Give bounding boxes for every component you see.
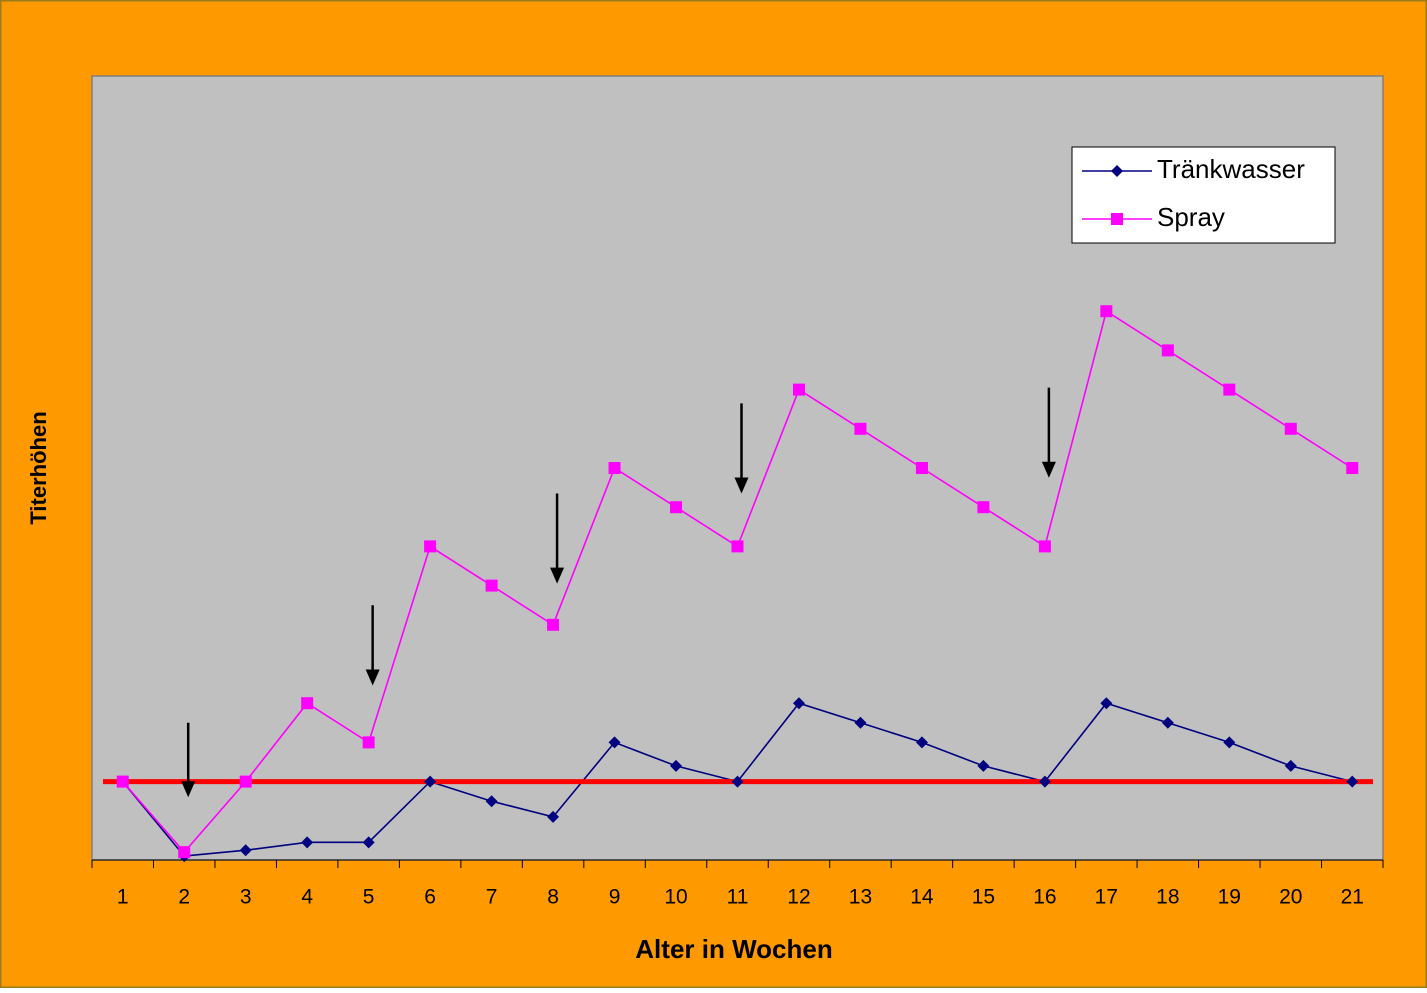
x-tick-label: 5 bbox=[363, 886, 375, 909]
point bbox=[1038, 540, 1051, 553]
point bbox=[977, 759, 990, 772]
point bbox=[1284, 422, 1297, 435]
point bbox=[854, 716, 867, 729]
point bbox=[362, 736, 375, 749]
point bbox=[1038, 775, 1051, 788]
x-axis-label: Alter in Wochen bbox=[635, 934, 832, 964]
point bbox=[547, 810, 560, 823]
point bbox=[547, 618, 560, 631]
x-tick-label: 18 bbox=[1156, 886, 1179, 909]
point bbox=[301, 697, 314, 710]
legend-marker bbox=[1111, 165, 1123, 177]
point bbox=[424, 775, 437, 788]
x-tick-label: 12 bbox=[787, 886, 810, 909]
x-tick-label: 15 bbox=[972, 886, 995, 909]
point bbox=[670, 501, 683, 514]
x-tick-label: 9 bbox=[609, 886, 621, 909]
point bbox=[731, 540, 744, 553]
point bbox=[239, 775, 252, 788]
point bbox=[792, 697, 805, 710]
point bbox=[670, 759, 683, 772]
point bbox=[608, 736, 621, 749]
x-tick-label: 1 bbox=[117, 886, 129, 909]
point bbox=[608, 462, 621, 474]
x-tick-label: 6 bbox=[424, 886, 436, 909]
legend-label: Tränkwasser bbox=[1157, 154, 1305, 184]
legend-box bbox=[1071, 146, 1336, 244]
x-tick-label: 14 bbox=[910, 886, 934, 909]
point bbox=[1346, 462, 1359, 474]
arrow-head bbox=[365, 669, 380, 686]
x-tick-label: 7 bbox=[486, 886, 498, 909]
x-tick-label: 19 bbox=[1218, 886, 1241, 909]
point bbox=[1161, 716, 1174, 729]
y-axis-label: Titerhöhen bbox=[26, 411, 51, 524]
point bbox=[178, 846, 191, 859]
arrow-head bbox=[734, 477, 749, 494]
x-tick-label: 11 bbox=[727, 886, 749, 909]
x-tick-label: 20 bbox=[1279, 886, 1302, 909]
x-tick-label: 2 bbox=[178, 886, 190, 909]
x-tick-label: 16 bbox=[1033, 886, 1056, 909]
point bbox=[301, 836, 314, 849]
arrow-head bbox=[550, 567, 565, 584]
arrow-head bbox=[1041, 461, 1056, 478]
point bbox=[731, 775, 744, 788]
point bbox=[485, 795, 498, 808]
point bbox=[915, 462, 928, 474]
x-tick-label: 17 bbox=[1095, 886, 1118, 909]
point bbox=[1284, 759, 1297, 772]
point bbox=[854, 422, 867, 435]
point bbox=[116, 775, 129, 788]
point bbox=[1346, 775, 1359, 788]
arrow-head bbox=[181, 781, 196, 798]
x-tick-label: 13 bbox=[849, 886, 872, 909]
point bbox=[239, 844, 252, 857]
point bbox=[424, 540, 437, 553]
x-tick-label: 10 bbox=[664, 886, 687, 909]
point bbox=[1100, 305, 1113, 318]
x-tick-label: 4 bbox=[301, 886, 313, 909]
x-tick-label: 3 bbox=[240, 886, 252, 909]
point bbox=[485, 579, 498, 592]
point bbox=[362, 836, 375, 849]
point bbox=[1223, 383, 1236, 396]
legend-marker bbox=[1111, 213, 1123, 225]
point bbox=[792, 383, 805, 396]
point bbox=[977, 501, 990, 514]
point bbox=[1161, 344, 1174, 357]
point bbox=[1100, 697, 1113, 710]
point bbox=[1223, 736, 1236, 749]
x-tick-label: 8 bbox=[547, 886, 559, 909]
x-tick-label: 21 bbox=[1341, 886, 1364, 909]
point bbox=[915, 736, 928, 749]
legend-label: Spray bbox=[1157, 202, 1225, 232]
